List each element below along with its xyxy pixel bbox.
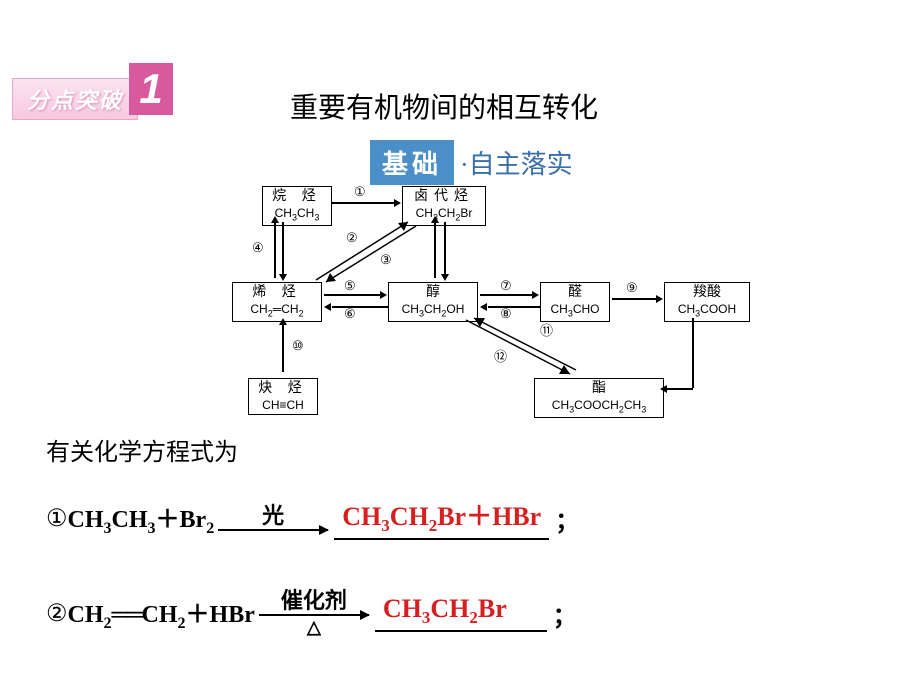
label-11: ⑪ [540,320,553,339]
arrow [324,294,380,296]
arrow-head [271,216,279,223]
label-3: ③ [380,252,392,268]
arrow-head [480,303,487,311]
eq2-answer: CH3CH2Br [383,594,507,623]
arrow-head [324,303,331,311]
label-9: ⑨ [626,280,638,296]
formula-alkyne: CH≡CH [253,398,313,412]
arrow-head [279,318,287,325]
equation-2: ② CH2══CH2＋HBr 催化剂 △ CH3CH2Br ； [46,590,577,636]
arrow [666,388,693,390]
eq1-arrow: 光 [218,505,328,531]
arrow-head [441,274,449,281]
node-alkene: 烯 烃 CH2═CH2 [232,282,322,322]
conversion-diagram: 烷 烃 CH3CH3 卤代烃 CH3CH2Br 烯 烃 CH2═CH2 醇 CH… [232,186,792,416]
label-2: ② [346,230,358,246]
eq2-left: CH2══CH2＋HBr [68,594,255,633]
arrow-head [279,274,287,281]
section-banner: 分点突破 1 [12,78,138,120]
equation-1: ① CH3CH3＋Br2 光 CH3CH2Br＋HBr ； [46,496,579,540]
formula-alcohol: CH3CH2OH [393,302,473,319]
arrow-head [431,216,439,223]
arrow [282,222,284,278]
banner-number: 1 [129,63,173,115]
arrow-head [656,295,663,303]
label-5: ⑤ [344,278,356,294]
eq1-num: ① [46,504,68,533]
node-alkyne: 炔 烃 CH≡CH [248,378,318,415]
eq2-num: ② [46,599,68,628]
arrow [444,222,446,278]
eq1-answer-blank: CH3CH2Br＋HBr [334,496,549,540]
arrow-head [660,385,667,393]
arrow-head [380,291,387,299]
eq1-end: ； [555,501,579,536]
node-acid: 羧酸 CH3COOH [664,282,750,322]
arrow [332,202,394,204]
arrow [692,318,694,388]
page-title: 重要有机物间的相互转化 [290,86,598,126]
sub-banner: 基础 ·自主落实 [370,140,573,185]
label-7: ⑦ [500,278,512,294]
eq1-left: CH3CH3＋Br2 [68,499,215,538]
banner-text: 分点突破 [27,88,123,113]
diagonal-arrows-2 [462,314,592,386]
eq2-arrow: 催化剂 △ [259,590,369,636]
arrow [612,298,656,300]
equations-intro: 有关化学方程式为 [46,432,238,467]
arrow [480,294,532,296]
sub-box: 基础 [370,140,454,185]
formula-alkene: CH2═CH2 [237,302,317,319]
arrow [274,222,276,278]
sub-text: ·自主落实 [460,144,573,181]
banner-box: 分点突破 1 [12,78,138,120]
formula-ester: CH3COOCH2CH3 [539,398,659,415]
eq2-answer-blank: CH3CH2Br [375,594,547,632]
eq2-end: ； [553,596,577,631]
arrow [488,306,540,308]
label-12: ⑫ [494,346,507,365]
label-4: ④ [252,240,264,256]
arrow [282,324,284,372]
label-1: ① [354,184,366,200]
arrow-head [532,291,539,299]
label-10: ⑩ [292,338,304,354]
arrow [332,306,388,308]
eq1-answer: CH3CH2Br＋HBr [342,502,541,531]
label-6: ⑥ [344,306,356,322]
arrow-head [394,199,401,207]
diagonal-arrows [312,216,432,286]
arrow [434,222,436,278]
formula-acid: CH3COOH [669,302,745,319]
